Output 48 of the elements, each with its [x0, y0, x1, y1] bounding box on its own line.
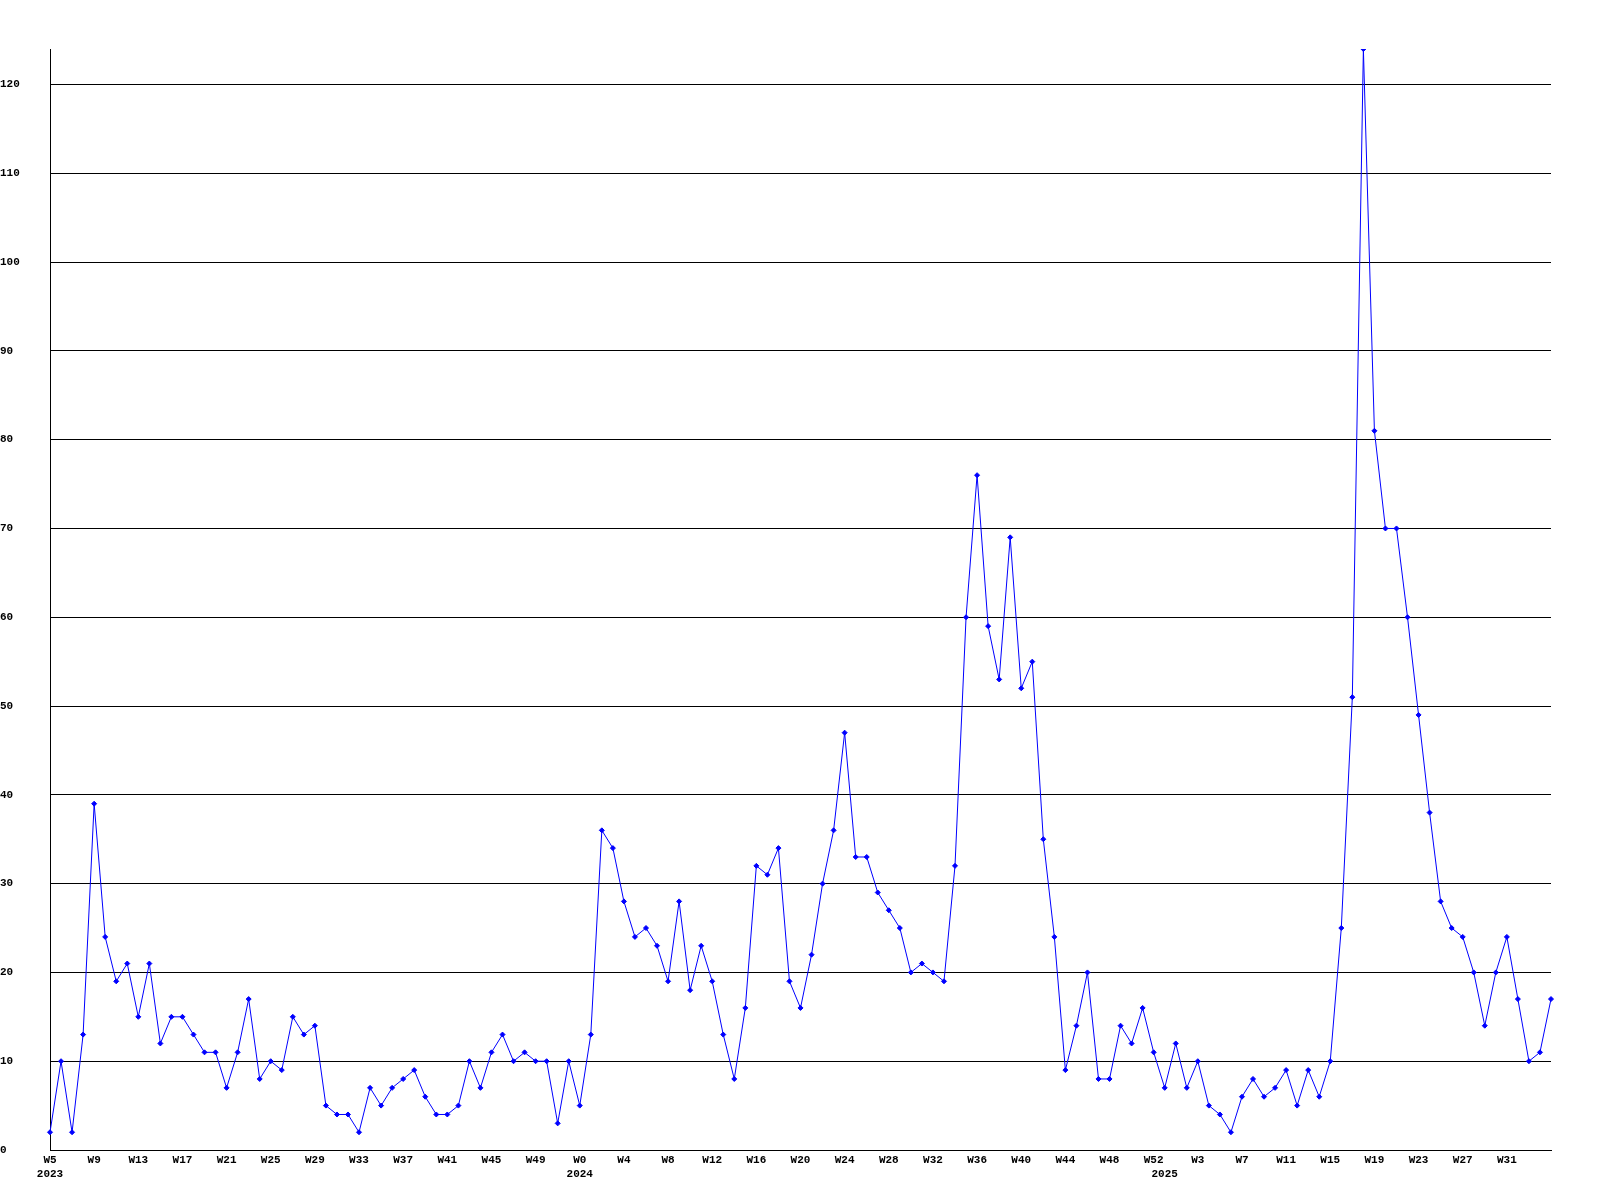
y-tick-label: 120 [0, 78, 20, 91]
y-tick-label: 10 [0, 1054, 14, 1067]
x-tick-label: W52 [1143, 1154, 1164, 1167]
y-tick-label: 80 [0, 433, 14, 446]
y-tick-label: 70 [0, 522, 14, 535]
x-tick-label: W31 [1496, 1154, 1518, 1167]
x-tick-label: W44 [1055, 1154, 1076, 1167]
y-tick-label: 40 [0, 788, 14, 801]
x-tick-label: W3 [1191, 1154, 1205, 1167]
y-tick-label: 50 [0, 699, 14, 712]
x-tick-label: W19 [1364, 1154, 1385, 1167]
x-tick-label: W32 [923, 1154, 943, 1167]
x-tick-label: W4 [617, 1154, 631, 1167]
x-tick-label: W0 2024 [566, 1154, 594, 1180]
y-tick-label: 0 [0, 1143, 7, 1156]
x-tick-label: W16 [746, 1154, 767, 1167]
x-tick-label: W17 [172, 1154, 193, 1167]
x-tick-label: W36 [967, 1154, 987, 1167]
x-tick-label: W29 [304, 1154, 325, 1167]
y-tick-label: 110 [0, 167, 20, 180]
y-tick-label: 100 [0, 255, 20, 268]
y-tick-label: 90 [0, 344, 14, 357]
x-tick-label: W12 [702, 1154, 723, 1167]
x-tick-label: W37 [393, 1154, 414, 1167]
x-tick-label: W20 [790, 1154, 811, 1167]
x-tick-label: W48 [1099, 1154, 1120, 1167]
x-tick-label: W33 [349, 1154, 370, 1167]
y-tick-label: 60 [0, 611, 14, 624]
x-tick-label: W25 [260, 1154, 282, 1167]
x-tick-label: W21 [216, 1154, 237, 1167]
x-tick-label: W45 [481, 1154, 502, 1167]
x-tick-label: W9 [87, 1154, 101, 1167]
x-tick-label: W40 [1011, 1154, 1032, 1167]
y-tick-label: 30 [0, 877, 14, 890]
x-tick-label: W28 [878, 1154, 900, 1167]
x-tick-label: W7 [1235, 1154, 1249, 1167]
x-tick-label: 2025 [1151, 1167, 1179, 1180]
x-tick-label: W8 [661, 1154, 676, 1167]
x-tick-label: W24 [834, 1154, 855, 1167]
x-tick-label: W13 [128, 1154, 149, 1167]
y-tick-label: 20 [0, 966, 14, 979]
x-tick-label: W27 [1452, 1154, 1473, 1167]
x-tick-label: W5 2023 [36, 1154, 64, 1180]
x-tick-label: W41 [437, 1154, 458, 1167]
x-tick-label: W49 [525, 1154, 546, 1167]
x-tick-label: W15 [1320, 1154, 1341, 1167]
x-tick-label: W23 [1408, 1154, 1429, 1167]
x-tick-label: W11 [1276, 1154, 1297, 1167]
